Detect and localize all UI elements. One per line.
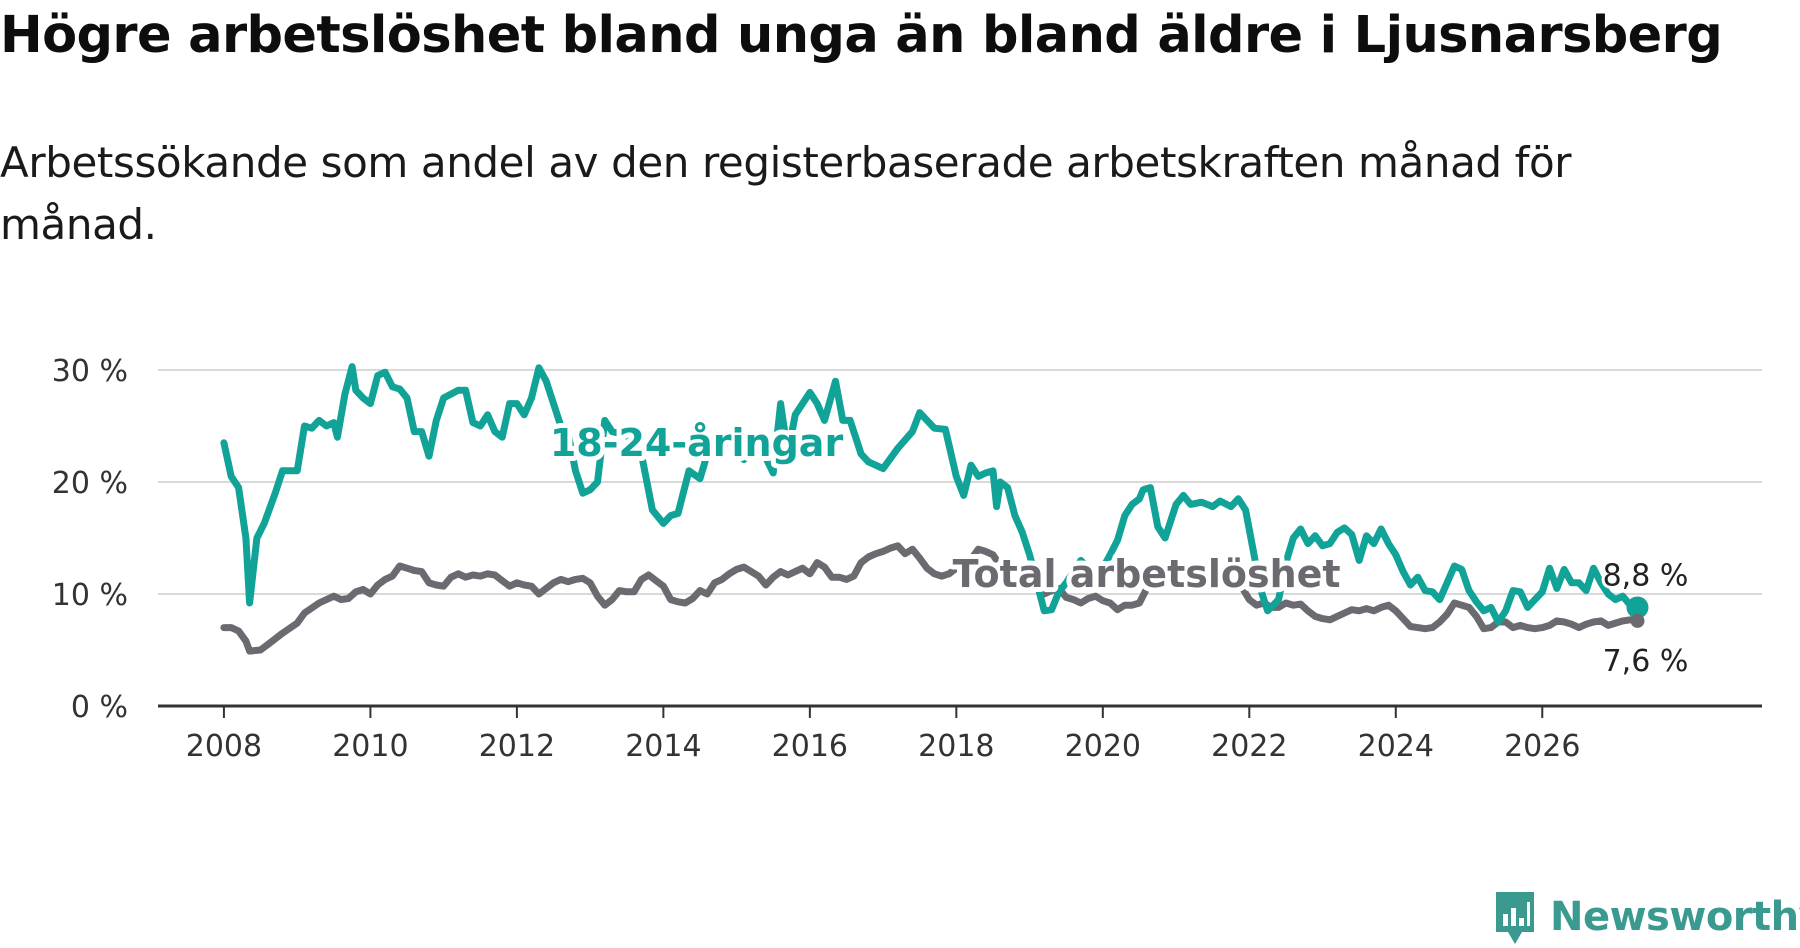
series-line-young bbox=[220, 363, 1641, 626]
end-dot-total bbox=[1630, 613, 1645, 628]
x-tick-label: 2018 bbox=[918, 729, 994, 764]
y-tick-label: 10 % bbox=[52, 578, 128, 613]
end-label-young: 8,8 % bbox=[1603, 558, 1689, 593]
end-dot-young bbox=[1626, 596, 1649, 619]
x-tick-label: 2022 bbox=[1211, 729, 1287, 764]
y-tick-label: 0 % bbox=[71, 690, 128, 725]
x-tick-label: 2026 bbox=[1504, 729, 1580, 764]
y-tick-label: 20 % bbox=[52, 466, 128, 501]
series-label-young: 18-24-åringar bbox=[550, 421, 844, 465]
x-tick-label: 2008 bbox=[186, 729, 262, 764]
chart-subtitle: Arbetssökande som andel av den registerb… bbox=[0, 138, 1572, 249]
axis-layer: 0 % 10 % 20 % 30 % 2008 2010 2012 2014 2016 2018 2… bbox=[52, 354, 1762, 764]
label-layer: 8,8 % 7,6 % 18-24-åringar Total arbetslöshe… bbox=[545, 416, 1692, 682]
newsworthy-logo-icon bbox=[1496, 892, 1534, 944]
x-tick-label: 2010 bbox=[332, 729, 408, 764]
series-layer bbox=[220, 363, 1641, 655]
end-label-total: 7,6 % bbox=[1603, 644, 1689, 679]
newsworthy-logo-text: Newsworthy bbox=[1550, 894, 1800, 940]
x-tick-label: 2014 bbox=[625, 729, 701, 764]
series-line-total bbox=[220, 542, 1641, 655]
series-label-total: Total arbetslöshet bbox=[953, 552, 1341, 596]
x-tick-label: 2012 bbox=[479, 729, 555, 764]
x-tick-label: 2024 bbox=[1358, 729, 1434, 764]
newsworthy-logo: Newsworthy bbox=[1492, 888, 1800, 946]
chart-title: Högre arbetslöshet bland unga än bland ä… bbox=[0, 6, 1723, 65]
x-tick-label: 2020 bbox=[1065, 729, 1141, 764]
x-tick-label: 2016 bbox=[772, 729, 848, 764]
y-tick-label: 30 % bbox=[52, 354, 128, 389]
